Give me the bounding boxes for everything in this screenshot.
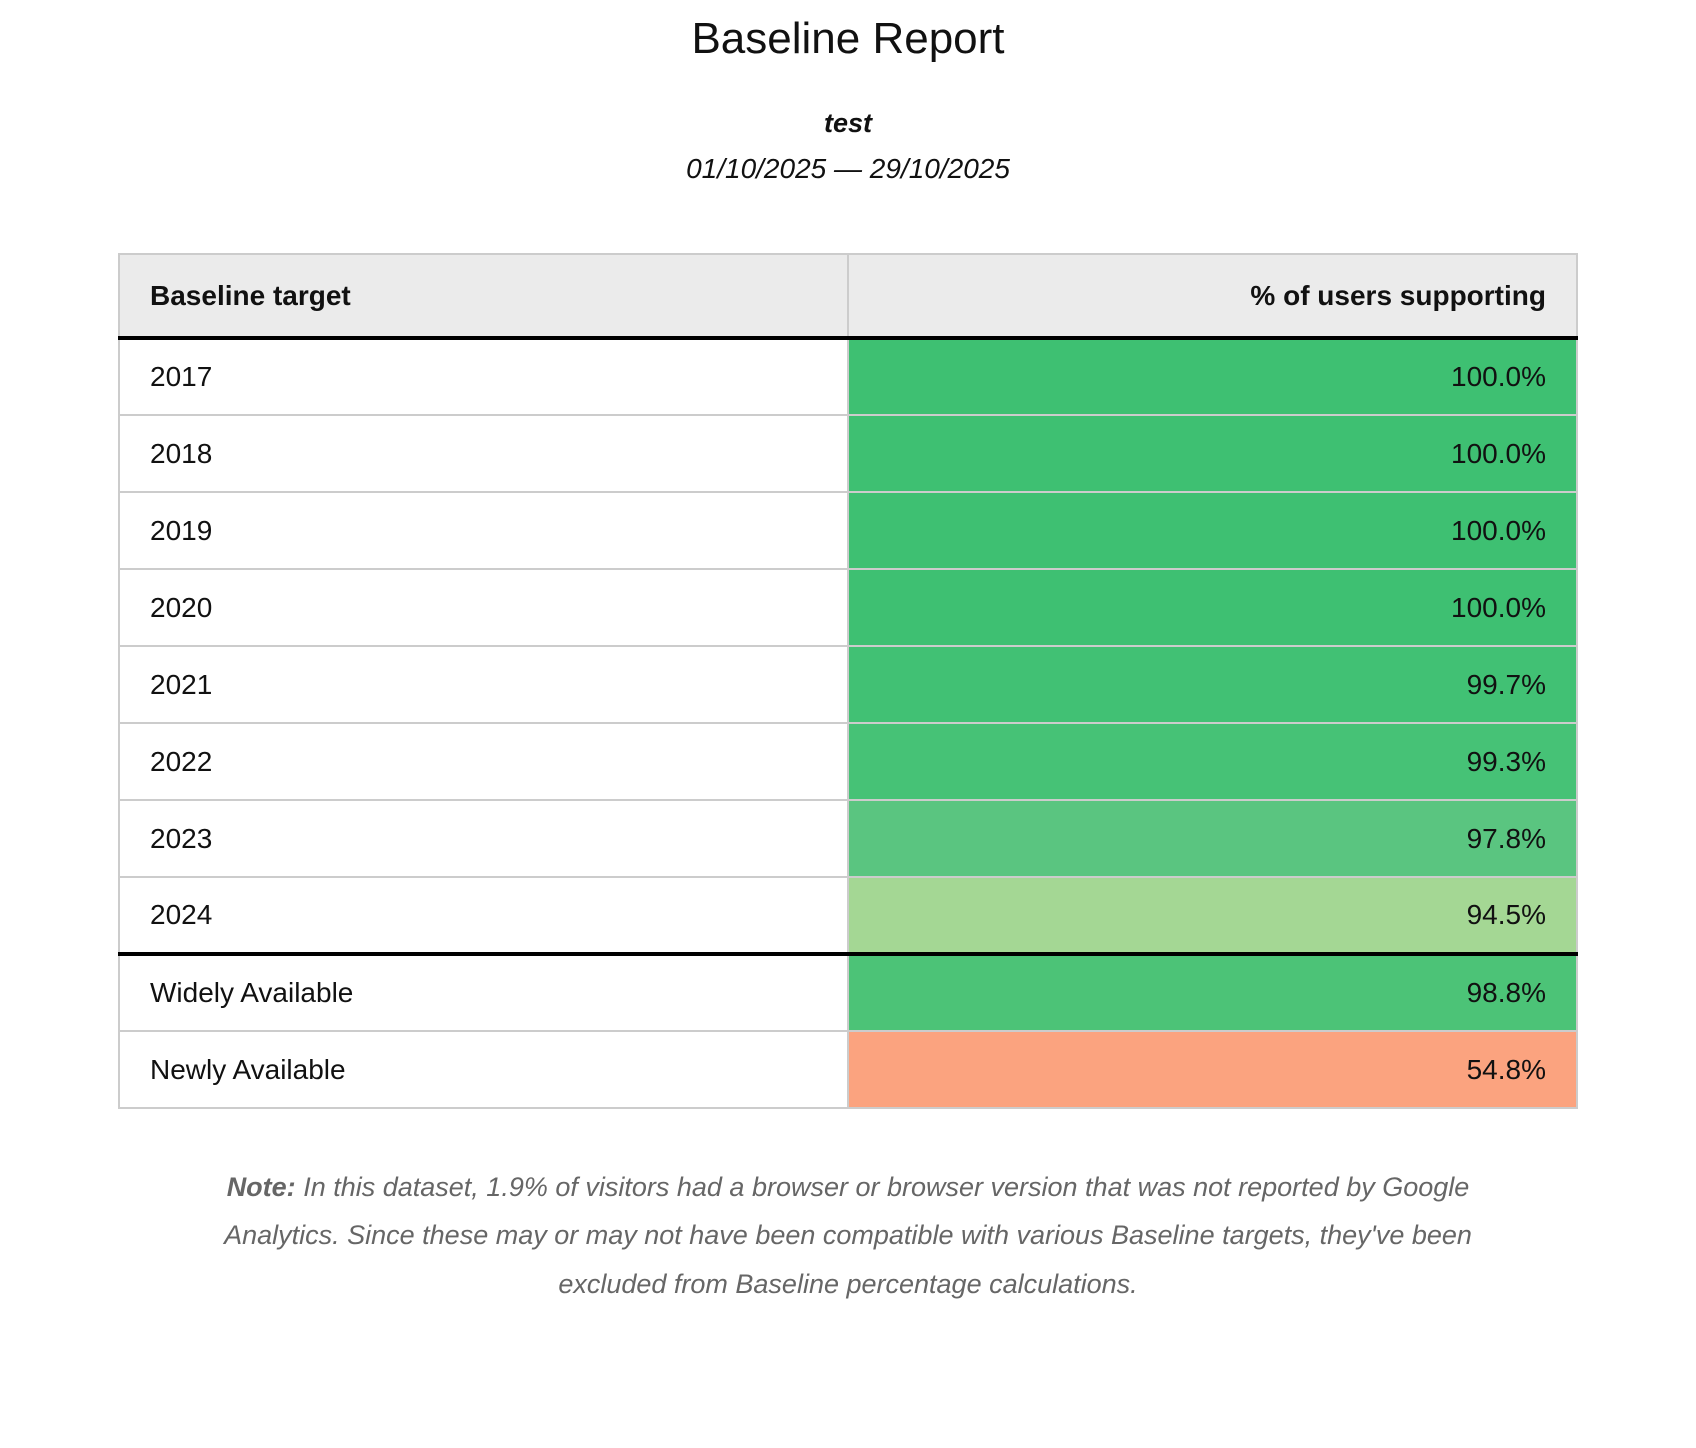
baseline-table: Baseline target % of users supporting 20… — [118, 253, 1578, 1109]
table-row: 2021 99.7% — [118, 645, 1578, 724]
percent-value-cell: 100.0% — [847, 568, 1578, 647]
baseline-report-page: Baseline Report test 01/10/2025 — 29/10/… — [118, 0, 1578, 1308]
table-row: 2020 100.0% — [118, 568, 1578, 647]
baseline-target-cell: Newly Available — [118, 1030, 849, 1109]
baseline-target-cell: 2018 — [118, 414, 849, 493]
column-header-baseline-target: Baseline target — [118, 253, 849, 340]
table-header-row: Baseline target % of users supporting — [118, 253, 1578, 340]
baseline-target-cell: 2019 — [118, 491, 849, 570]
report-date-range: 01/10/2025 — 29/10/2025 — [686, 153, 1010, 184]
percent-value-cell: 99.3% — [847, 722, 1578, 801]
baseline-target-cell: 2021 — [118, 645, 849, 724]
percent-value-cell: 99.7% — [847, 645, 1578, 724]
page-title: Baseline Report — [691, 14, 1005, 63]
table-row: 2024 94.5% — [118, 876, 1578, 956]
table-row: Widely Available 98.8% — [118, 953, 1578, 1032]
percent-value-cell: 100.0% — [847, 491, 1578, 570]
baseline-target-cell: 2020 — [118, 568, 849, 647]
table-row: 2023 97.8% — [118, 799, 1578, 878]
table-row: Newly Available 54.8% — [118, 1030, 1578, 1109]
table-row: 2019 100.0% — [118, 491, 1578, 570]
report-subtitle: test — [823, 108, 872, 138]
column-header-percent-supporting: % of users supporting — [847, 253, 1578, 340]
percent-value-cell: 100.0% — [847, 337, 1578, 416]
percent-value-cell: 97.8% — [847, 799, 1578, 878]
footnote-text: In this dataset, 1.9% of visitors had a … — [224, 1172, 1472, 1299]
percent-value-cell: 54.8% — [847, 1030, 1578, 1109]
baseline-target-cell: 2022 — [118, 722, 849, 801]
baseline-target-cell: 2023 — [118, 799, 849, 878]
footnote: Note: In this dataset, 1.9% of visitors … — [213, 1163, 1483, 1308]
table-header: Baseline target % of users supporting — [118, 253, 1578, 340]
percent-value-cell: 94.5% — [847, 876, 1578, 956]
baseline-target-cell: Widely Available — [118, 953, 849, 1032]
table-body: 2017 100.0% 2018 100.0% 2019 100.0% 2020… — [118, 337, 1578, 1109]
percent-value-cell: 100.0% — [847, 414, 1578, 493]
table-row: 2018 100.0% — [118, 414, 1578, 493]
baseline-target-cell: 2017 — [118, 337, 849, 416]
table-row: 2022 99.3% — [118, 722, 1578, 801]
baseline-target-cell: 2024 — [118, 876, 849, 956]
table-row: 2017 100.0% — [118, 337, 1578, 416]
percent-value-cell: 98.8% — [847, 953, 1578, 1032]
footnote-label: Note: — [226, 1172, 296, 1202]
